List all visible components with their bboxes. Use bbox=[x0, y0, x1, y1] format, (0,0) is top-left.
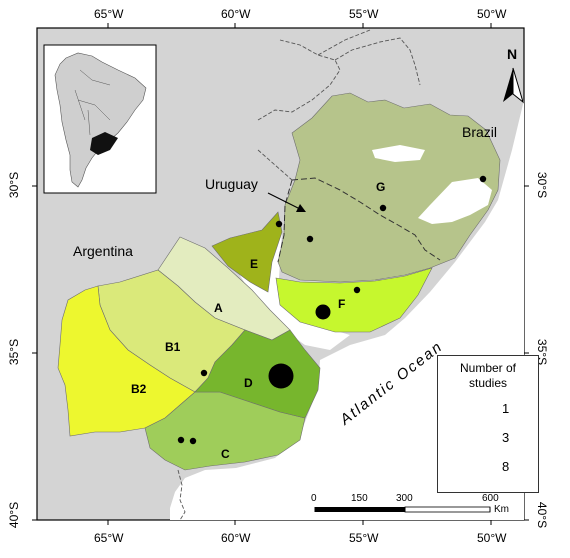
label-region-E: E bbox=[250, 257, 259, 271]
study-point bbox=[379, 204, 387, 212]
label-region-B1: B1 bbox=[165, 340, 181, 354]
border-chile-argentina-south bbox=[177, 469, 186, 521]
legend-value-3: 3 bbox=[502, 430, 510, 445]
study-points bbox=[177, 175, 487, 445]
study-point bbox=[268, 363, 294, 389]
label-region-C: C bbox=[221, 447, 230, 461]
study-area-locator bbox=[90, 132, 118, 155]
label-region-B2: B2 bbox=[131, 382, 147, 396]
uruguay-pointer-line bbox=[267, 192, 303, 211]
tick-bottom-55w: 55°W bbox=[349, 531, 379, 545]
tick-top-65w: 65°W bbox=[94, 7, 124, 21]
uruguay-pointer-head bbox=[296, 204, 306, 212]
border-brazil-argentina bbox=[257, 39, 341, 121]
tick-top-50w: 50°W bbox=[477, 7, 507, 21]
region-G-area bbox=[277, 92, 501, 283]
study-point bbox=[177, 436, 185, 444]
ocean-area bbox=[170, 100, 524, 520]
tick-right-40s: 40°S bbox=[535, 501, 550, 529]
tick-bottom-60w: 60°W bbox=[221, 531, 251, 545]
legend-value-8: 8 bbox=[502, 459, 510, 474]
label-uruguay: Uruguay bbox=[205, 176, 258, 192]
scale-label-0: 0 bbox=[311, 493, 317, 504]
region-D-area bbox=[194, 329, 321, 419]
region-C-area bbox=[144, 391, 306, 471]
scale-label-300: 300 bbox=[396, 493, 413, 504]
scale-unit: Km bbox=[494, 504, 509, 515]
legend-value-1: 1 bbox=[502, 401, 510, 416]
label-region-G: G bbox=[376, 180, 386, 194]
border-argentina-brazil-east bbox=[257, 149, 293, 181]
study-point bbox=[353, 286, 361, 294]
scale-label-600: 600 bbox=[482, 493, 499, 504]
inset-map bbox=[43, 44, 157, 194]
region-F-area bbox=[275, 267, 433, 333]
inset-borders bbox=[74, 69, 111, 136]
tick-bottom-65w: 65°W bbox=[94, 531, 124, 545]
label-brazil: Brazil bbox=[462, 124, 498, 140]
legend-title-line1: Number of bbox=[459, 361, 517, 375]
border-uruguay-brazil bbox=[291, 177, 441, 261]
study-point bbox=[200, 369, 208, 377]
lagoon-small bbox=[372, 145, 425, 162]
legend-title-line2: studies bbox=[468, 376, 508, 390]
south-america-locator bbox=[54, 52, 147, 188]
north-arrow-icon bbox=[503, 67, 524, 104]
scale-bar bbox=[314, 506, 491, 513]
tick-left-35s: 35°S bbox=[7, 338, 22, 366]
study-point bbox=[306, 235, 314, 243]
scale-label-150: 150 bbox=[351, 493, 368, 504]
label-region-D: D bbox=[244, 376, 253, 390]
region-E-area bbox=[211, 211, 283, 293]
tick-bottom-50w: 50°W bbox=[477, 531, 507, 545]
tick-top-60w: 60°W bbox=[221, 7, 251, 21]
label-argentina: Argentina bbox=[73, 243, 133, 259]
study-point bbox=[315, 304, 331, 320]
frame-ticks bbox=[32, 23, 529, 525]
north-arrow-letter: N bbox=[507, 46, 518, 62]
tick-right-30s: 30°S bbox=[535, 171, 550, 199]
border-paraguay bbox=[317, 29, 421, 86]
study-point bbox=[479, 175, 487, 183]
tick-left-30s: 30°S bbox=[7, 171, 22, 199]
lagoon-large bbox=[418, 178, 492, 224]
study-point bbox=[275, 220, 283, 228]
label-region-F: F bbox=[338, 297, 346, 311]
tick-left-40s: 40°S bbox=[7, 501, 22, 529]
label-region-A: A bbox=[214, 301, 223, 315]
tick-top-55w: 55°W bbox=[349, 7, 379, 21]
legend: Number of studies 1 3 8 bbox=[437, 355, 539, 493]
study-point bbox=[189, 437, 197, 445]
border-argentina-uruguay bbox=[277, 179, 293, 263]
